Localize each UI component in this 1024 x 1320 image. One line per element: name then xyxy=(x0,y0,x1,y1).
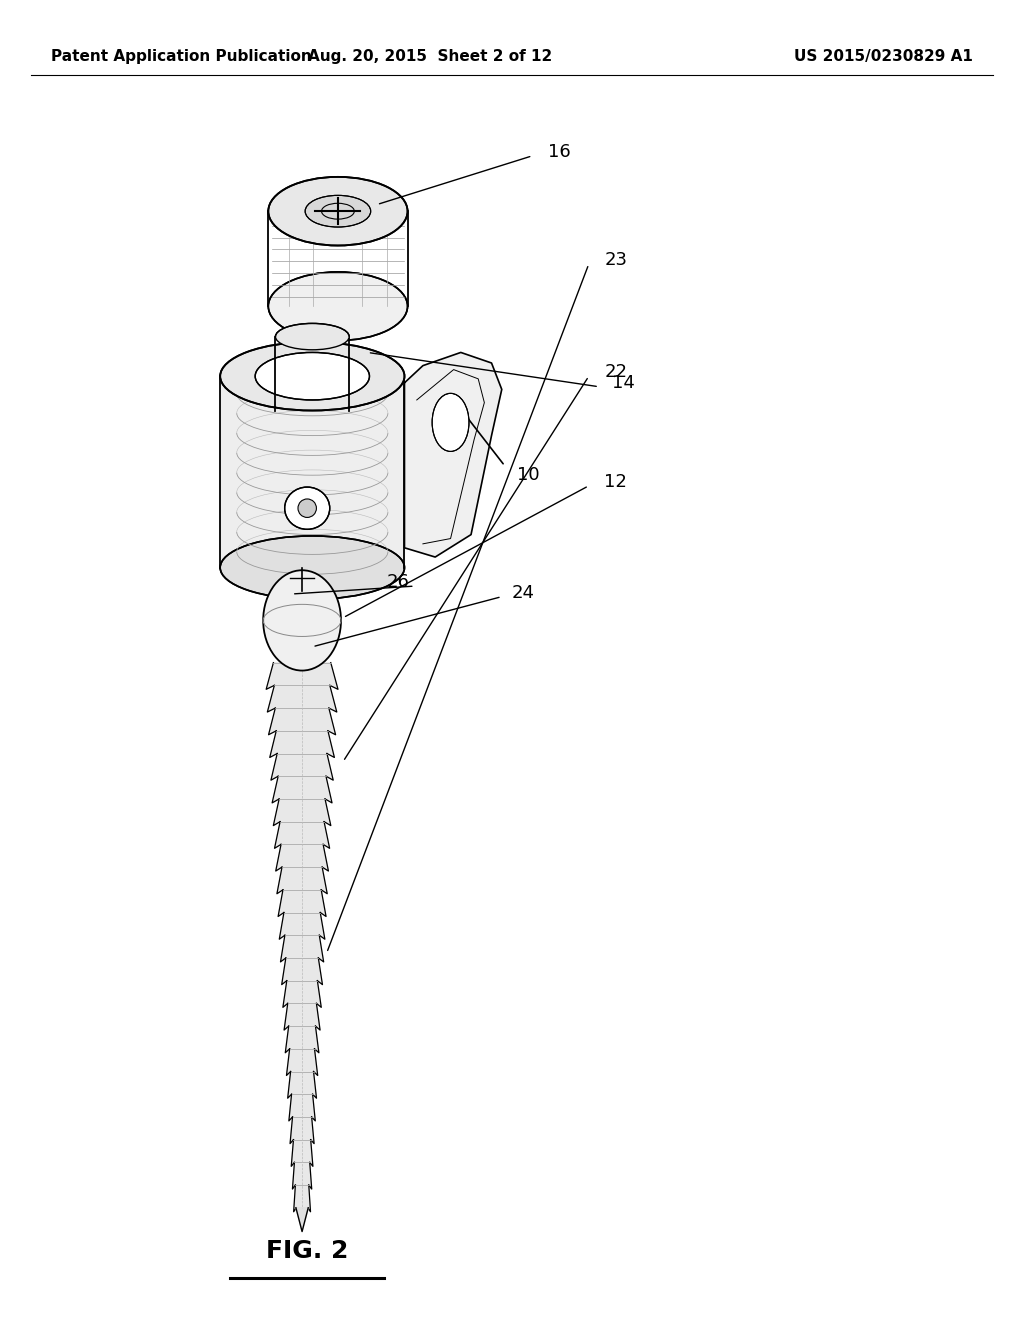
Polygon shape xyxy=(288,1072,316,1098)
Polygon shape xyxy=(294,1185,310,1212)
Polygon shape xyxy=(287,1049,317,1076)
Polygon shape xyxy=(293,1163,311,1189)
Polygon shape xyxy=(289,1094,315,1121)
Polygon shape xyxy=(276,867,328,894)
Text: 23: 23 xyxy=(604,251,627,269)
Text: 26: 26 xyxy=(387,573,410,591)
Text: US 2015/0230829 A1: US 2015/0230829 A1 xyxy=(794,49,973,65)
Text: 22: 22 xyxy=(604,363,627,381)
Polygon shape xyxy=(280,912,325,940)
Ellipse shape xyxy=(220,342,404,411)
Polygon shape xyxy=(296,1208,308,1232)
Text: FIG. 2: FIG. 2 xyxy=(266,1239,348,1263)
Ellipse shape xyxy=(255,352,370,400)
Text: 14: 14 xyxy=(612,374,635,392)
Ellipse shape xyxy=(275,323,349,350)
Polygon shape xyxy=(279,890,326,916)
Text: 12: 12 xyxy=(604,473,627,491)
Polygon shape xyxy=(282,958,323,985)
Polygon shape xyxy=(290,1117,314,1143)
Ellipse shape xyxy=(268,177,408,246)
Ellipse shape xyxy=(268,272,408,341)
Text: 24: 24 xyxy=(512,583,535,602)
Text: 16: 16 xyxy=(548,143,570,161)
Text: Patent Application Publication: Patent Application Publication xyxy=(51,49,312,65)
Polygon shape xyxy=(220,376,404,568)
Polygon shape xyxy=(275,845,329,871)
Polygon shape xyxy=(266,663,338,689)
Polygon shape xyxy=(267,685,337,711)
Ellipse shape xyxy=(432,393,469,451)
Polygon shape xyxy=(284,1003,321,1030)
Polygon shape xyxy=(404,352,502,557)
Ellipse shape xyxy=(285,487,330,529)
Polygon shape xyxy=(272,776,332,803)
Polygon shape xyxy=(269,731,335,758)
Circle shape xyxy=(263,570,341,671)
Polygon shape xyxy=(286,1026,318,1053)
Polygon shape xyxy=(291,1139,313,1167)
Ellipse shape xyxy=(220,536,404,599)
Polygon shape xyxy=(268,708,336,735)
Text: Aug. 20, 2015  Sheet 2 of 12: Aug. 20, 2015 Sheet 2 of 12 xyxy=(308,49,552,65)
Ellipse shape xyxy=(305,195,371,227)
Polygon shape xyxy=(274,821,330,849)
Polygon shape xyxy=(273,799,331,825)
Ellipse shape xyxy=(298,499,316,517)
Text: 10: 10 xyxy=(517,466,540,484)
Polygon shape xyxy=(271,754,333,780)
Polygon shape xyxy=(283,981,322,1007)
Polygon shape xyxy=(281,935,324,962)
